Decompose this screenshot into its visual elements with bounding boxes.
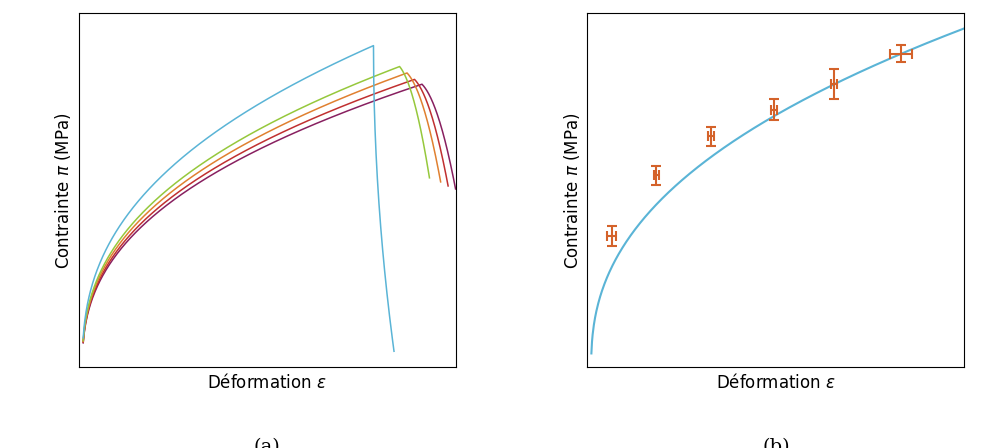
Text: (b): (b)	[762, 438, 790, 448]
Y-axis label: Contrainte $\pi$ (MPa): Contrainte $\pi$ (MPa)	[562, 112, 582, 269]
Y-axis label: Contrainte $\pi$ (MPa): Contrainte $\pi$ (MPa)	[53, 112, 73, 269]
X-axis label: Déformation $\varepsilon$: Déformation $\varepsilon$	[716, 373, 835, 392]
Text: (a): (a)	[254, 438, 280, 448]
X-axis label: Déformation $\varepsilon$: Déformation $\varepsilon$	[208, 373, 327, 392]
